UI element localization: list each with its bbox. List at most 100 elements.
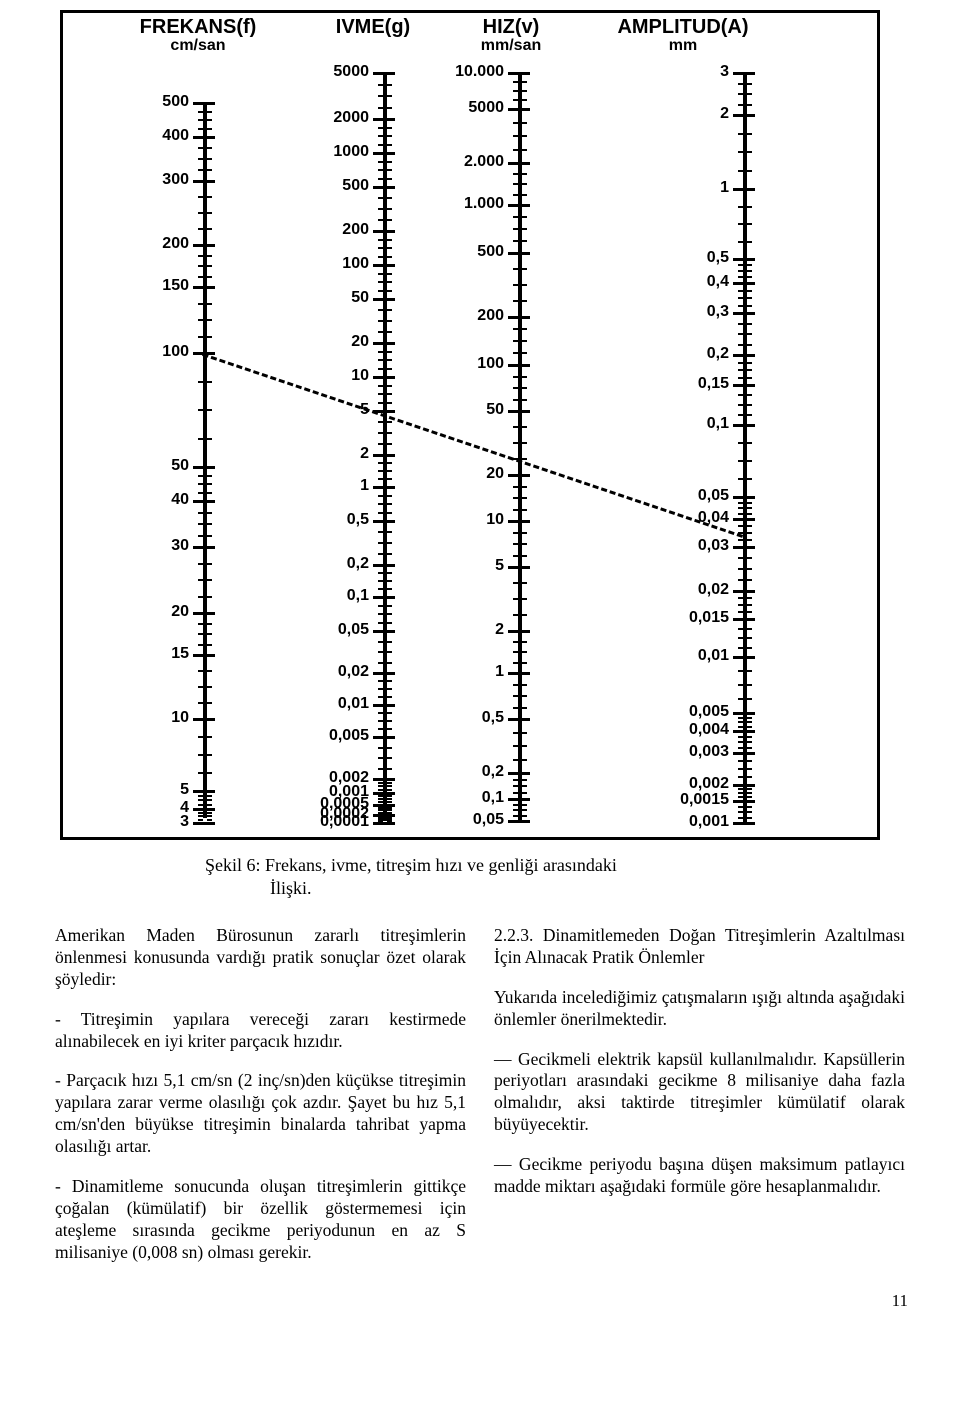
minor-tick-left-frekans — [198, 736, 203, 738]
tick-amplitud — [733, 752, 747, 755]
right-p1: Yukarıda incelediğimiz çatışmaların ışığ… — [494, 987, 905, 1031]
tick-label-frekans: 400 — [162, 127, 189, 145]
minor-tick-ivme — [387, 127, 392, 129]
minor-tick-hiz — [522, 641, 527, 643]
tick-right-ivme — [387, 672, 395, 675]
minor-tick-left-ivme — [378, 747, 383, 749]
tick-ivme — [373, 454, 387, 457]
header-hiz-title: HIZ(v) — [483, 16, 540, 38]
tick-amplitud — [733, 784, 747, 787]
tick-hiz — [508, 630, 522, 633]
minor-tick-ivme — [387, 680, 392, 682]
minor-tick-left-ivme — [378, 402, 383, 404]
tick-label-frekans: 15 — [171, 645, 189, 663]
minor-tick-hiz — [522, 614, 527, 616]
minor-tick-left-ivme — [378, 768, 383, 770]
minor-tick-left-hiz — [513, 543, 518, 545]
minor-tick-left-amplitud — [738, 717, 743, 719]
tick-label-ivme: 200 — [342, 221, 369, 239]
minor-tick-amplitud — [747, 394, 752, 396]
tick-right-hiz — [522, 72, 530, 75]
minor-tick-amplitud — [747, 747, 752, 749]
minor-tick-hiz — [522, 582, 527, 584]
minor-tick-left-amplitud — [738, 721, 743, 723]
minor-tick-left-ivme — [378, 359, 383, 361]
minor-tick-amplitud — [747, 637, 752, 639]
minor-tick-left-amplitud — [738, 323, 743, 325]
minor-tick-hiz — [522, 509, 527, 511]
minor-tick-left-hiz — [513, 81, 518, 83]
minor-tick-hiz — [522, 135, 527, 137]
header-hiz: HIZ(v) mm/san — [451, 17, 571, 55]
minor-tick-left-hiz — [513, 240, 518, 242]
header-ivme-title: IVME(g) — [336, 16, 410, 38]
minor-tick-frekans — [207, 265, 212, 267]
tick-frekans — [193, 466, 207, 469]
tick-hiz — [508, 474, 522, 477]
minor-tick-left-amplitud — [738, 811, 743, 813]
minor-tick-left-frekans — [198, 815, 203, 817]
minor-tick-left-ivme — [378, 95, 383, 97]
minor-tick-left-hiz — [513, 426, 518, 428]
minor-tick-left-hiz — [513, 555, 518, 557]
minor-tick-amplitud — [747, 323, 752, 325]
minor-tick-left-hiz — [513, 759, 518, 761]
left-p1: Amerikan Maden Bürosunun zararlı titreşi… — [55, 925, 466, 991]
minor-tick-left-amplitud — [738, 305, 743, 307]
minor-tick-amplitud — [747, 604, 752, 606]
minor-tick-left-ivme — [378, 470, 383, 472]
minor-tick-left-ivme — [378, 273, 383, 275]
tick-label-hiz: 0,1 — [482, 789, 504, 807]
minor-tick-left-amplitud — [738, 404, 743, 406]
minor-tick-hiz — [522, 651, 527, 653]
minor-tick-left-ivme — [378, 443, 383, 445]
header-frekans-unit: cm/san — [118, 38, 278, 55]
minor-tick-frekans — [207, 336, 212, 338]
tick-label-ivme: 0,5 — [347, 511, 369, 529]
minor-tick-hiz — [522, 745, 527, 747]
minor-tick-left-hiz — [513, 785, 518, 787]
minor-tick-frekans — [207, 438, 212, 440]
minor-tick-left-amplitud — [738, 442, 743, 444]
minor-tick-left-ivme — [378, 613, 383, 615]
tick-hiz — [508, 252, 522, 255]
minor-tick-left-ivme — [378, 368, 383, 370]
minor-tick-hiz — [522, 732, 527, 734]
minor-tick-amplitud — [747, 721, 752, 723]
minor-tick-left-frekans — [198, 128, 203, 130]
minor-tick-left-amplitud — [738, 817, 743, 819]
minor-tick-left-frekans — [198, 196, 203, 198]
minor-tick-left-ivme — [378, 421, 383, 423]
minor-tick-hiz — [522, 779, 527, 781]
minor-tick-left-frekans — [198, 228, 203, 230]
minor-tick-ivme — [387, 782, 392, 784]
minor-tick-hiz — [522, 240, 527, 242]
tick-right-amplitud — [747, 424, 755, 427]
minor-tick-left-amplitud — [738, 297, 743, 299]
tick-ivme — [373, 520, 387, 523]
minor-tick-left-amplitud — [738, 170, 743, 172]
tick-right-ivme — [387, 822, 395, 825]
tick-right-frekans — [207, 244, 215, 247]
minor-tick-left-ivme — [378, 580, 383, 582]
minor-tick-amplitud — [747, 817, 752, 819]
tick-label-hiz: 5000 — [468, 99, 504, 117]
minor-tick-left-ivme — [378, 127, 383, 129]
minor-tick-left-amplitud — [738, 394, 743, 396]
minor-tick-ivme — [387, 208, 392, 210]
page: FREKANS(f) cm/san IVME(g) HIZ(v) mm/san … — [0, 10, 960, 1317]
minor-tick-left-ivme — [378, 782, 383, 784]
tick-ivme — [373, 72, 387, 75]
tick-right-amplitud — [747, 496, 755, 499]
header-amplitud-title: AMPLITUD(A) — [617, 16, 748, 38]
tick-right-amplitud — [747, 354, 755, 357]
minor-tick-amplitud — [747, 344, 752, 346]
tick-right-frekans — [207, 654, 215, 657]
minor-tick-hiz — [522, 809, 527, 811]
minor-tick-left-hiz — [513, 328, 518, 330]
tick-label-hiz: 2.000 — [464, 153, 504, 171]
minor-tick-ivme — [387, 107, 392, 109]
tick-right-amplitud — [747, 114, 755, 117]
tick-frekans — [193, 612, 207, 615]
minor-tick-amplitud — [747, 104, 752, 106]
